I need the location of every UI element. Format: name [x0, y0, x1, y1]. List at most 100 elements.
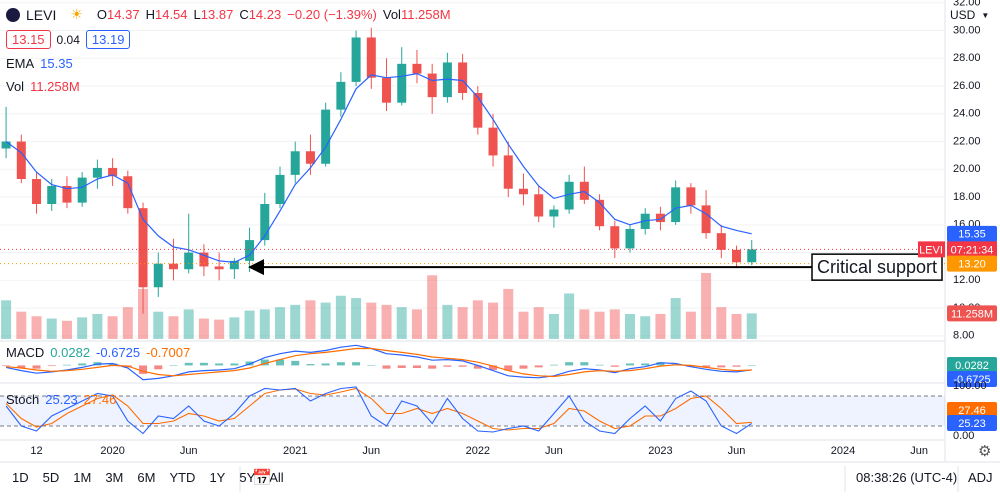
volume-bar — [61, 320, 72, 339]
legend-value: 27.46 — [83, 392, 117, 407]
legend-name: EMA — [6, 56, 35, 71]
volume-bar — [579, 309, 590, 339]
candle-body — [184, 252, 194, 270]
range-bar: 1D 5D 1M 3M 6M YTD 1Y 5Y All — [12, 470, 284, 485]
y-tick-label: 22.00 — [953, 135, 981, 147]
volume-bar — [351, 298, 362, 339]
currency[interactable]: USD ▼ — [950, 8, 989, 22]
adj-label[interactable]: ADJ — [968, 470, 993, 485]
macd-histogram — [108, 363, 117, 366]
x-tick-label: 2021 — [283, 445, 307, 457]
legend-name: Vol — [6, 79, 25, 94]
currency-label[interactable]: USD — [950, 8, 976, 22]
candle-body — [732, 249, 742, 263]
volume-bar — [457, 307, 468, 339]
vol-legend: Vol 11.258M — [6, 79, 80, 94]
macd-histogram — [382, 365, 391, 369]
range-button[interactable]: All — [269, 470, 284, 485]
macd-histogram — [519, 365, 528, 369]
y-tick-label: 8.00 — [953, 330, 974, 342]
macd-histogram — [504, 365, 513, 371]
volume-bar — [685, 311, 696, 339]
arrow-head — [248, 259, 264, 276]
y-tick-label: 28.00 — [953, 52, 981, 64]
settings-icon[interactable]: ⚙ — [978, 443, 992, 460]
stoch-legend: Stoch 25.23 27.46 — [6, 392, 116, 407]
candle-body — [1, 141, 11, 149]
range-button[interactable]: 1D — [12, 470, 29, 485]
candle-body — [138, 208, 148, 288]
ema-price-label-box — [947, 225, 997, 242]
candle-body — [260, 204, 270, 241]
range-button[interactable]: 1M — [73, 470, 92, 485]
candle-body — [382, 77, 392, 103]
volume-bar — [46, 318, 57, 339]
macd-histogram — [169, 365, 178, 366]
adj[interactable]: ADJ — [968, 470, 993, 485]
bid[interactable]: 13.15 — [6, 30, 51, 49]
macd-histogram — [412, 365, 421, 369]
macd-histogram — [732, 365, 741, 367]
macd-histogram — [747, 365, 756, 366]
macd-histogram — [32, 365, 41, 369]
volume-bar — [168, 316, 179, 339]
candle-body — [610, 226, 620, 249]
timer-box — [947, 241, 997, 258]
candle-body — [595, 199, 605, 227]
candle-body — [579, 181, 589, 200]
range-button[interactable]: 1Y — [209, 470, 226, 485]
macd-histogram — [199, 362, 208, 366]
quote-row: 13.15 0.04 13.19 — [6, 30, 131, 49]
y-tick-label: 12.00 — [953, 274, 981, 286]
stoch-d-label: 27.46 — [958, 405, 986, 417]
symbol[interactable]: LEVI — [26, 6, 57, 23]
volume-bar — [731, 313, 742, 339]
range-button[interactable]: 5Y — [239, 470, 256, 485]
macd-histogram — [260, 359, 269, 366]
range-button[interactable]: 3M — [105, 470, 124, 485]
candle-body — [488, 127, 498, 156]
candle-body — [655, 213, 665, 223]
macd-histogram — [78, 363, 87, 366]
macd-histogram — [291, 360, 300, 366]
volume-bar — [275, 307, 285, 339]
macd-histogram — [580, 362, 589, 366]
range-button[interactable]: 6M — [137, 470, 156, 485]
volume-bar — [701, 273, 712, 339]
ema-line — [5, 72, 752, 263]
candle-body — [290, 151, 300, 175]
ema-price-label: 15.35 — [958, 229, 986, 241]
y-tick-label: 26.00 — [953, 80, 981, 92]
legend-value: 11.258M — [30, 79, 80, 94]
x-tick-label: 2024 — [831, 445, 855, 457]
volume-bar — [503, 288, 514, 339]
candle-body — [534, 194, 544, 217]
calendar-icon[interactable]: 📅 — [252, 470, 272, 487]
volume-bar — [548, 313, 559, 339]
signal-line — [6, 347, 752, 378]
ask[interactable]: 13.19 — [85, 30, 131, 49]
candle-body — [564, 181, 574, 210]
time: 08:38:26 (UTC-4) — [856, 470, 958, 485]
legend-name: Stoch — [6, 392, 40, 407]
candle-body — [199, 252, 209, 267]
y-tick-label: 30.00 — [953, 24, 981, 36]
volume-bar — [335, 295, 346, 339]
range-button[interactable]: YTD — [169, 470, 196, 485]
volume-bar — [153, 311, 164, 339]
candle-body — [108, 167, 118, 177]
macd-hist-label-box — [947, 357, 997, 373]
macd-histogram — [154, 365, 163, 370]
x-tick-label: 2023 — [648, 445, 672, 457]
macd-histogram — [17, 365, 26, 369]
ohlc-label: C — [239, 7, 249, 22]
spread: 0.04 — [56, 32, 80, 47]
candle-body — [229, 260, 239, 270]
y-tick-label: 24.00 — [953, 108, 981, 120]
legend-value: 0.0282 — [50, 345, 91, 360]
macd-histogram — [139, 365, 148, 374]
candle-body — [245, 240, 255, 261]
range-button[interactable]: 5D — [42, 470, 60, 485]
prev-close-label: 13.20 — [958, 259, 986, 271]
y-tick-label: 18.00 — [953, 191, 981, 203]
